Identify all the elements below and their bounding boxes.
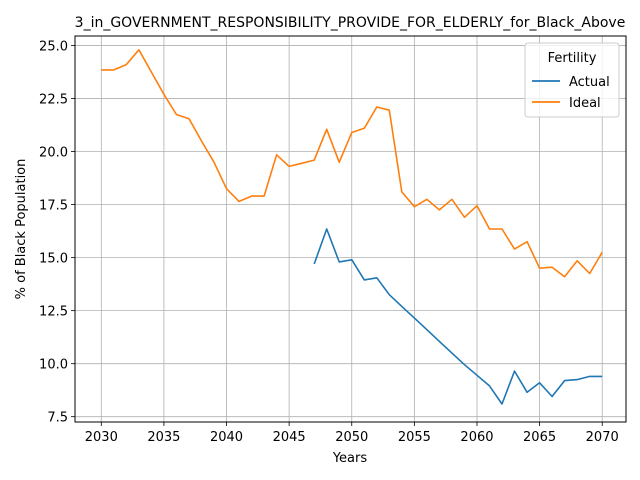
- y-tick-label: 25.0: [39, 40, 68, 55]
- y-tick-label: 7.5: [47, 411, 68, 426]
- x-tick-label: 2030: [85, 430, 118, 445]
- x-tick-label: 2055: [398, 430, 431, 445]
- chart-title: 3_in_GOVERNMENT_RESPONSIBILITY_PROVIDE_F…: [75, 15, 626, 31]
- y-tick-label: 12.5: [39, 305, 68, 320]
- y-tick-label: 22.5: [39, 93, 68, 108]
- x-axis-label: Years: [332, 451, 368, 466]
- legend: Fertility Actual Ideal: [524, 42, 620, 118]
- y-axis-ticks: 7.5 10.0 12.5 15.0 17.5 20.0 22.5 25.0: [39, 40, 75, 426]
- plot-frame: [74, 35, 627, 423]
- legend-title: Fertility: [548, 51, 597, 66]
- legend-label-ideal: Ideal: [569, 96, 601, 111]
- x-tick-label: 2045: [273, 430, 306, 445]
- y-tick-label: 20.0: [39, 146, 68, 161]
- x-tick-label: 2065: [523, 430, 556, 445]
- legend-label-actual: Actual: [569, 75, 610, 90]
- y-axis-label: % of Black Population: [14, 159, 29, 300]
- plot-series: [101, 48, 603, 405]
- x-tick-label: 2035: [147, 430, 180, 445]
- y-tick-label: 10.0: [39, 358, 68, 373]
- y-tick-label: 17.5: [39, 199, 68, 214]
- x-tick-label: 2070: [586, 430, 619, 445]
- series-line-ideal: [101, 48, 603, 278]
- x-tick-label: 2050: [335, 430, 368, 445]
- x-tick-label: 2040: [210, 430, 243, 445]
- series-line-actual: [313, 228, 603, 405]
- x-tick-label: 2060: [460, 430, 493, 445]
- x-axis-ticks: 2030 2035 2040 2045 2050 2055 2060 2065 2070: [85, 422, 619, 445]
- y-tick-label: 15.0: [39, 252, 68, 267]
- legend-box: [524, 42, 620, 118]
